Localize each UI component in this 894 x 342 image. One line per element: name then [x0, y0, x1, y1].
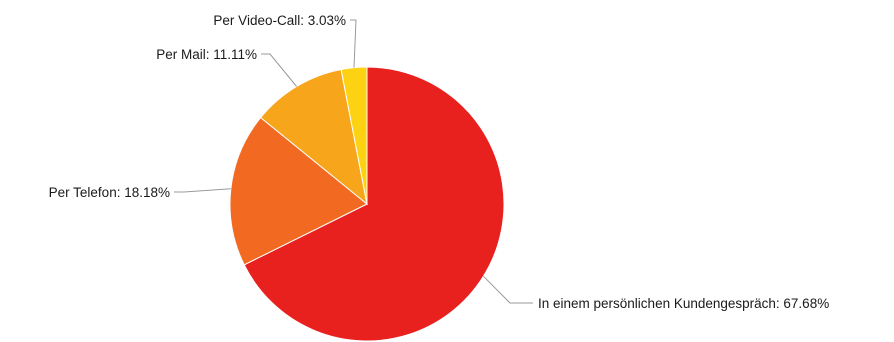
slice-label-per-mail: Per Mail: 11.11% [156, 47, 257, 62]
pie-slice-per-telefon [229, 116, 368, 266]
slice-label-per-video-call: Per Video-Call: 3.03% [213, 13, 346, 28]
pie-slice-per-video-call [340, 66, 368, 205]
slice-label-in-einem-persoenlichen-kundengespraech: In einem persönlichen Kundengespräch: 67… [538, 296, 829, 311]
leader-line-per-mail [261, 53, 297, 87]
leader-lines [174, 19, 533, 304]
leader-line-in-einem-persoenlichen-kundengespraech [483, 275, 533, 304]
slice-labels: In einem persönlichen Kundengespräch: 67… [49, 13, 830, 311]
pie-slices [229, 66, 505, 342]
leader-line-per-video-call [350, 19, 357, 68]
slice-label-per-telefon: Per Telefon: 18.18% [49, 185, 170, 200]
leader-line-per-telefon [174, 188, 231, 193]
